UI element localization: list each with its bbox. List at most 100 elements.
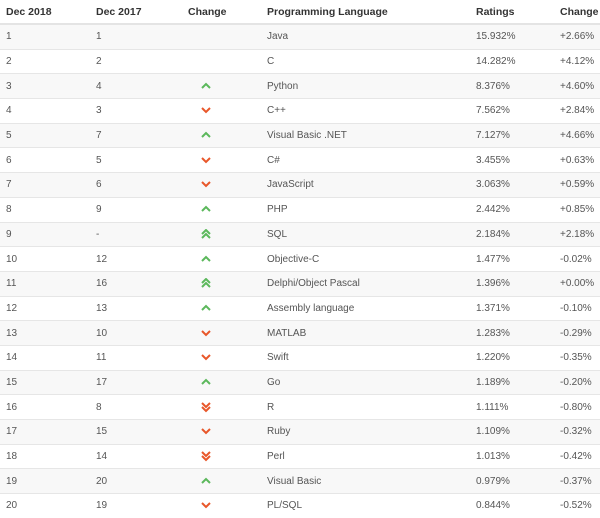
rank-cell: 9 [0, 221, 90, 247]
rating-cell: 0.844% [470, 493, 554, 518]
rating-cell: 15.932% [470, 23, 554, 50]
previous-rank-cell: 4 [90, 73, 187, 99]
language-cell: Visual Basic [261, 468, 470, 494]
rank-cell: 18 [0, 443, 90, 469]
language-cell: C++ [261, 98, 470, 124]
trend-cell [187, 172, 261, 198]
trend-cell [187, 369, 261, 395]
rating-cell: 1.396% [470, 270, 554, 297]
rating-change-cell: -0.80% [554, 394, 600, 420]
table-row: 16 8 R 1.111% -0.80% [0, 394, 600, 420]
chevron-up-icon [201, 476, 261, 487]
trend-cell [187, 419, 261, 445]
table-row: 5 7 Visual Basic .NET 7.127% +4.66% [0, 122, 600, 148]
rating-change-cell: -0.20% [554, 369, 600, 395]
table-header: Dec 2018 Dec 2017 Change Programming Lan… [0, 0, 600, 25]
rating-change-cell: +0.63% [554, 147, 600, 173]
rating-change-cell: -0.37% [554, 468, 600, 494]
header-dec-2017[interactable]: Dec 2017 [90, 0, 187, 25]
trend-cell [187, 320, 261, 346]
language-cell: Delphi/Object Pascal [261, 270, 470, 297]
trend-cell [187, 221, 261, 247]
language-cell: Go [261, 369, 470, 395]
previous-rank-cell: 20 [90, 468, 187, 494]
rating-cell: 2.442% [470, 196, 554, 222]
rating-cell: 1.013% [470, 443, 554, 469]
rating-cell: 7.562% [470, 98, 554, 124]
chevron-down-icon [201, 155, 261, 166]
rating-change-cell: -0.42% [554, 443, 600, 469]
rating-cell: 2.184% [470, 221, 554, 247]
previous-rank-cell: 12 [90, 246, 187, 272]
language-cell: PHP [261, 196, 470, 222]
trend-cell [187, 295, 261, 321]
rating-cell: 3.063% [470, 172, 554, 198]
language-cell: Visual Basic .NET [261, 122, 470, 148]
rating-change-cell: +2.84% [554, 98, 600, 124]
chevron-up-icon [201, 81, 261, 92]
language-cell: R [261, 394, 470, 420]
trend-cell [187, 73, 261, 99]
rating-cell: 1.111% [470, 394, 554, 420]
table-row: 19 20 Visual Basic 0.979% -0.37% [0, 468, 600, 494]
rank-cell: 16 [0, 394, 90, 420]
header-change-rating[interactable]: Change [554, 0, 600, 25]
table-row: 11 16 Delphi/Object Pascal 1.396% +0.00% [0, 270, 600, 297]
chevron-down-icon [201, 179, 261, 190]
trend-cell [187, 394, 261, 420]
rating-cell: 7.127% [470, 122, 554, 148]
language-cell: MATLAB [261, 320, 470, 346]
rank-cell: 14 [0, 344, 90, 371]
rating-cell: 14.282% [470, 48, 554, 74]
previous-rank-cell: 3 [90, 98, 187, 124]
trend-cell [187, 23, 261, 50]
rank-cell: 4 [0, 98, 90, 124]
table-row: 8 9 PHP 2.442% +0.85% [0, 196, 600, 222]
trend-cell [187, 122, 261, 148]
rank-cell: 1 [0, 23, 90, 50]
rating-change-cell: -0.35% [554, 344, 600, 371]
header-dec-2018[interactable]: Dec 2018 [0, 0, 90, 25]
chevron-down-icon [201, 105, 261, 116]
header-programming-language[interactable]: Programming Language [261, 0, 470, 25]
previous-rank-cell: 15 [90, 419, 187, 445]
language-cell: SQL [261, 221, 470, 247]
trend-cell [187, 344, 261, 371]
trend-cell [187, 493, 261, 518]
rank-cell: 5 [0, 122, 90, 148]
previous-rank-cell: 10 [90, 320, 187, 346]
rating-cell: 1.189% [470, 369, 554, 395]
rank-cell: 8 [0, 196, 90, 222]
rating-change-cell: +4.12% [554, 48, 600, 74]
rating-change-cell: +4.60% [554, 73, 600, 99]
previous-rank-cell: 8 [90, 394, 187, 420]
double-chevron-down-icon [201, 401, 261, 413]
header-change-position[interactable]: Change [187, 0, 261, 25]
chevron-down-icon [201, 426, 261, 437]
chevron-up-icon [201, 303, 261, 314]
rating-cell: 1.477% [470, 246, 554, 272]
language-cell: Java [261, 23, 470, 50]
language-cell: Python [261, 73, 470, 99]
rating-change-cell: -0.29% [554, 320, 600, 346]
previous-rank-cell: - [90, 221, 187, 247]
trend-cell [187, 48, 261, 74]
chevron-up-icon [201, 204, 261, 215]
chevron-up-icon [201, 254, 261, 265]
previous-rank-cell: 17 [90, 369, 187, 395]
rating-change-cell: -0.32% [554, 419, 600, 445]
rank-cell: 3 [0, 73, 90, 99]
table-row: 1 1 Java 15.932% +2.66% [0, 23, 600, 50]
table-row: 14 11 Swift 1.220% -0.35% [0, 344, 600, 371]
rank-cell: 6 [0, 147, 90, 173]
previous-rank-cell: 16 [90, 270, 187, 297]
rank-cell: 11 [0, 270, 90, 297]
rating-change-cell: -0.02% [554, 246, 600, 272]
language-cell: C# [261, 147, 470, 173]
table-row: 13 10 MATLAB 1.283% -0.29% [0, 320, 600, 346]
table-row: 6 5 C# 3.455% +0.63% [0, 147, 600, 173]
header-ratings[interactable]: Ratings [470, 0, 554, 25]
trend-cell [187, 468, 261, 494]
table-row: 18 14 Perl 1.013% -0.42% [0, 443, 600, 469]
rank-cell: 19 [0, 468, 90, 494]
